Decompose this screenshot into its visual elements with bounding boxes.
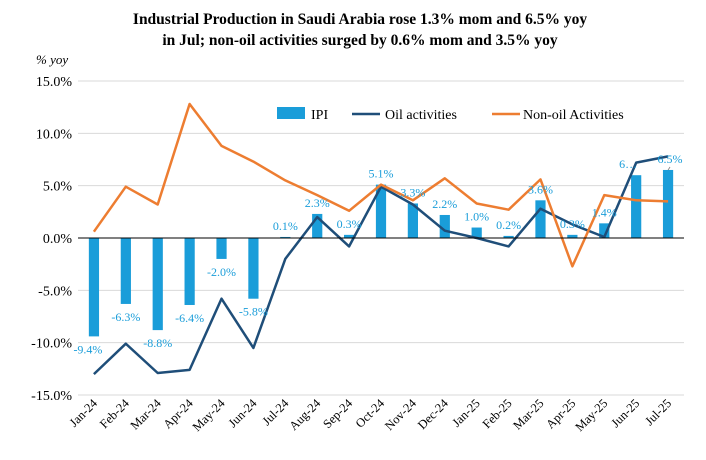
- ipi-bar: [216, 238, 227, 259]
- ipi-data-label: 0.3%: [337, 217, 362, 231]
- ipi-data-label: 3.6%: [528, 182, 553, 196]
- x-tick-label: Mar-25: [510, 396, 546, 432]
- chart-title-line-2: in Jul; non-oil activities surged by 0.6…: [162, 32, 558, 49]
- ipi-data-label: 6…: [619, 157, 637, 171]
- ipi-data-label: 1.4%: [592, 205, 617, 219]
- x-tick-label: Nov-24: [382, 396, 419, 433]
- ipi-bar: [662, 169, 674, 238]
- x-tick-label: May-24: [190, 396, 228, 434]
- x-tick-label: Sep-24: [320, 396, 355, 431]
- ipi-bar: [312, 213, 323, 238]
- ipi-bar: [471, 227, 482, 238]
- legend: IPI Oil activities Non-oil Activities: [277, 107, 624, 123]
- legend-ipi-swatch: [277, 107, 305, 119]
- y-tick-label: 0.0%: [43, 232, 73, 247]
- y-tick-label: -5.0%: [38, 284, 72, 299]
- ipi-data-label: 0.1%: [273, 219, 298, 233]
- ipi-bar: [280, 236, 291, 238]
- chart-title-line-1: Industrial Production in Saudi Arabia ro…: [133, 11, 587, 28]
- activity-lines: [92, 102, 669, 376]
- x-tick-label: Dec-24: [415, 396, 451, 432]
- x-tick-label: Jul-25: [642, 396, 674, 428]
- ipi-data-label: -2.0%: [207, 265, 236, 279]
- ipi-bar: [120, 238, 131, 304]
- nonoil-activities-line: [92, 102, 669, 268]
- y-unit-label: % yoy: [36, 52, 68, 67]
- legend-oil-label: Oil activities: [385, 108, 457, 123]
- ipi-bar: [152, 238, 163, 331]
- x-tick-label: Jun-24: [226, 396, 260, 430]
- ipi-data-label: -5.8%: [239, 305, 268, 319]
- ipi-bar: [184, 238, 195, 305]
- ipi-bar: [503, 235, 514, 238]
- legend-ipi-label: IPI: [311, 108, 328, 123]
- ipi-bar: [567, 234, 578, 238]
- ipi-data-label: 6.5%: [658, 152, 683, 166]
- ipi-bar: [535, 200, 546, 238]
- ipi-data-label: 2.3%: [305, 196, 330, 210]
- ipi-data-label: 1.0%: [464, 210, 489, 224]
- ipi-bar: [631, 175, 642, 238]
- x-tick-label: Feb-25: [480, 396, 515, 431]
- ipi-data-label: -6.4%: [175, 311, 204, 325]
- ipi-data-label: 2.2%: [432, 197, 457, 211]
- ipi-bar: [439, 214, 450, 238]
- ipi-data-label: 3.3%: [400, 185, 425, 199]
- ipi-data-label: -6.3%: [111, 310, 140, 324]
- ipi-data-label: 0.3%: [560, 217, 585, 231]
- ipi-bar: [88, 238, 100, 337]
- ipi-bar: [344, 234, 355, 238]
- x-tick-label: Jun-25: [608, 396, 642, 430]
- y-tick-label: -10.0%: [31, 337, 72, 352]
- ipi-data-label: -9.4%: [73, 342, 102, 356]
- x-tick-label: May-25: [572, 396, 610, 434]
- ipi-data-labels: -9.4% -6.3%-8.8%-6.4% -2.0% -5.8% 0.1% 2.3% 0.…: [73, 152, 682, 356]
- y-tick-label: 5.0%: [43, 180, 73, 195]
- x-tick-label: Jan-25: [449, 396, 482, 429]
- x-tick-label: Oct-24: [353, 396, 388, 431]
- x-tick-label: Aug-24: [286, 396, 323, 433]
- x-tick-label: Mar-24: [128, 396, 165, 433]
- y-tick-label: -15.0%: [31, 389, 72, 404]
- ipi-bar: [407, 203, 418, 238]
- ipi-data-label: 5.1%: [369, 167, 394, 181]
- legend-nonoil-label: Non-oil Activities: [523, 108, 624, 123]
- ipi-data-label: -8.8%: [143, 336, 172, 350]
- ipi-bar: [599, 223, 610, 238]
- x-tick-label: Feb-24: [97, 396, 132, 431]
- data-label-leader: [667, 166, 671, 171]
- ipi-bar: [375, 184, 387, 238]
- y-tick-label: 10.0%: [36, 127, 73, 142]
- oil-activities-line: [93, 155, 669, 376]
- ipi-bars: [88, 169, 674, 337]
- y-tick-label: 15.0%: [36, 75, 73, 90]
- ipi-data-label: 0.2%: [496, 218, 521, 232]
- ipi-bar: [248, 238, 259, 299]
